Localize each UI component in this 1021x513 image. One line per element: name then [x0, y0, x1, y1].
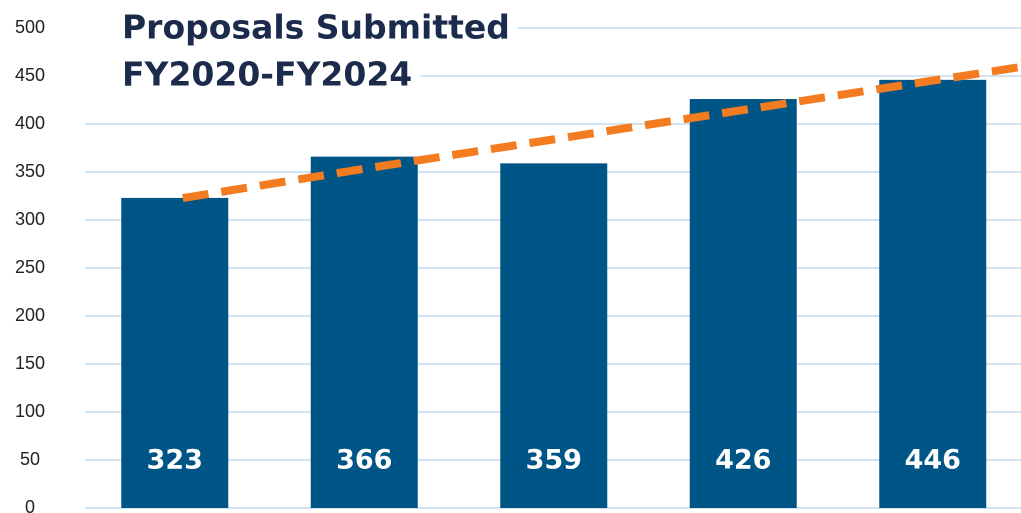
y-tick-label: 500	[15, 17, 45, 37]
y-tick-label: 0	[25, 497, 35, 513]
bar	[500, 163, 608, 509]
chart-title: Proposals Submitted	[122, 8, 510, 47]
y-tick-label: 200	[15, 305, 45, 325]
y-tick-label: 350	[15, 161, 45, 181]
value-label: 446	[905, 445, 961, 476]
bar	[689, 99, 797, 508]
bar	[121, 197, 229, 509]
bars: 323 366 359 426 446	[121, 79, 987, 509]
title-background	[85, 5, 518, 49]
y-tick-label: 400	[15, 113, 45, 133]
y-tick-label: 300	[15, 209, 45, 229]
trend	[182, 62, 1021, 203]
bar	[310, 156, 418, 508]
y-tick-label: 150	[15, 353, 45, 373]
trendline	[182, 62, 1021, 203]
value-label: 359	[526, 445, 582, 476]
bar	[879, 79, 987, 508]
y-tick-label: 50	[20, 449, 40, 469]
y-tick-label: 450	[15, 65, 45, 85]
value-label: 323	[147, 445, 203, 476]
title-background	[85, 52, 421, 96]
y-tick-label: 100	[15, 401, 45, 421]
chart-title: FY2020-FY2024	[122, 55, 412, 94]
value-label: 426	[715, 445, 771, 476]
y-tick-label: 250	[15, 257, 45, 277]
value-label: 366	[336, 445, 392, 476]
